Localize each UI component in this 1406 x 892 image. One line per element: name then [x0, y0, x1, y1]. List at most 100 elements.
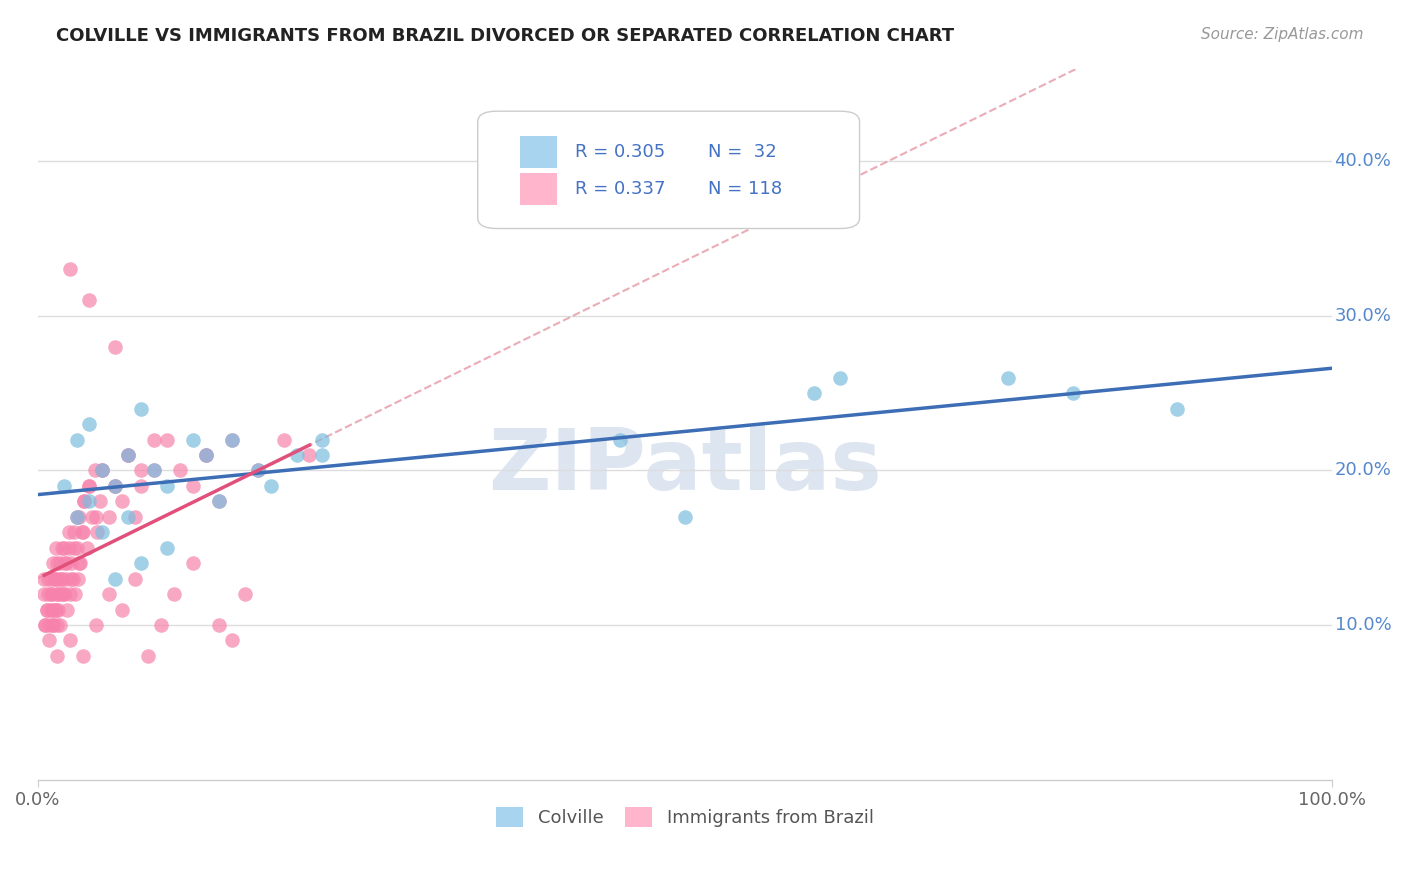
Text: COLVILLE VS IMMIGRANTS FROM BRAZIL DIVORCED OR SEPARATED CORRELATION CHART: COLVILLE VS IMMIGRANTS FROM BRAZIL DIVOR…: [56, 27, 955, 45]
Point: [48, 602, 70, 616]
Point: [63, 587, 86, 601]
Point: [246, 463, 269, 477]
Point: [58, 541, 80, 555]
Point: [46, 556, 69, 570]
Point: [35, 602, 58, 616]
Point: [59, 633, 82, 648]
Point: [32, 572, 55, 586]
Point: [221, 633, 243, 648]
Point: [48, 618, 70, 632]
Text: 20.0%: 20.0%: [1334, 461, 1392, 479]
Point: [72, 525, 94, 540]
Point: [259, 479, 281, 493]
Point: [124, 572, 146, 586]
Point: [46, 648, 69, 663]
Point: [79, 494, 101, 508]
Point: [91, 463, 114, 477]
FancyBboxPatch shape: [478, 112, 859, 228]
Text: 10.0%: 10.0%: [1334, 616, 1392, 634]
Point: [55, 572, 77, 586]
Point: [65, 509, 87, 524]
Point: [34, 618, 56, 632]
Text: R = 0.305: R = 0.305: [575, 143, 665, 161]
Point: [46, 618, 69, 632]
Point: [1166, 401, 1188, 416]
Point: [156, 541, 179, 555]
Point: [76, 541, 98, 555]
Point: [45, 602, 67, 616]
Point: [89, 494, 111, 508]
Point: [46, 587, 69, 601]
Point: [35, 602, 58, 616]
Point: [609, 433, 631, 447]
Point: [49, 587, 72, 601]
Point: [55, 556, 77, 570]
Point: [104, 572, 127, 586]
Point: [80, 509, 103, 524]
Bar: [520, 136, 557, 168]
Point: [48, 587, 70, 601]
Point: [221, 433, 243, 447]
Point: [70, 525, 93, 540]
Point: [124, 509, 146, 524]
Text: R = 0.337: R = 0.337: [575, 180, 665, 198]
Point: [73, 494, 96, 508]
Point: [273, 433, 295, 447]
Point: [91, 525, 114, 540]
Point: [169, 463, 191, 477]
Point: [49, 572, 72, 586]
Point: [65, 509, 87, 524]
Point: [44, 602, 66, 616]
Point: [38, 633, 60, 648]
Point: [65, 541, 87, 555]
Point: [58, 525, 80, 540]
Point: [41, 602, 63, 616]
Point: [194, 448, 217, 462]
Point: [48, 572, 70, 586]
Point: [44, 572, 66, 586]
Point: [79, 417, 101, 431]
Point: [45, 541, 67, 555]
Point: [162, 587, 184, 601]
Point: [60, 556, 83, 570]
Point: [181, 479, 204, 493]
Point: [48, 556, 70, 570]
Point: [117, 448, 139, 462]
Point: [52, 587, 75, 601]
Point: [83, 463, 105, 477]
Point: [129, 479, 152, 493]
Legend: Colville, Immigrants from Brazil: Colville, Immigrants from Brazil: [489, 799, 880, 835]
Point: [91, 463, 114, 477]
Point: [208, 494, 231, 508]
Point: [194, 448, 217, 462]
Point: [52, 541, 75, 555]
Point: [104, 479, 127, 493]
Point: [41, 587, 63, 601]
Point: [311, 448, 333, 462]
Point: [104, 340, 127, 354]
Point: [65, 433, 87, 447]
Text: Source: ZipAtlas.com: Source: ZipAtlas.com: [1201, 27, 1364, 42]
Point: [208, 618, 231, 632]
Point: [111, 494, 134, 508]
Point: [117, 448, 139, 462]
Point: [32, 587, 55, 601]
Point: [1062, 386, 1084, 401]
Point: [143, 433, 166, 447]
Point: [34, 618, 56, 632]
Point: [42, 618, 65, 632]
Point: [117, 448, 139, 462]
Point: [69, 556, 91, 570]
Point: [59, 262, 82, 277]
Point: [91, 463, 114, 477]
Point: [66, 572, 89, 586]
Point: [72, 648, 94, 663]
Point: [298, 448, 321, 462]
Point: [233, 587, 256, 601]
Point: [997, 370, 1019, 384]
Point: [104, 479, 127, 493]
Point: [830, 370, 852, 384]
Point: [143, 463, 166, 477]
Point: [208, 494, 231, 508]
Point: [117, 509, 139, 524]
